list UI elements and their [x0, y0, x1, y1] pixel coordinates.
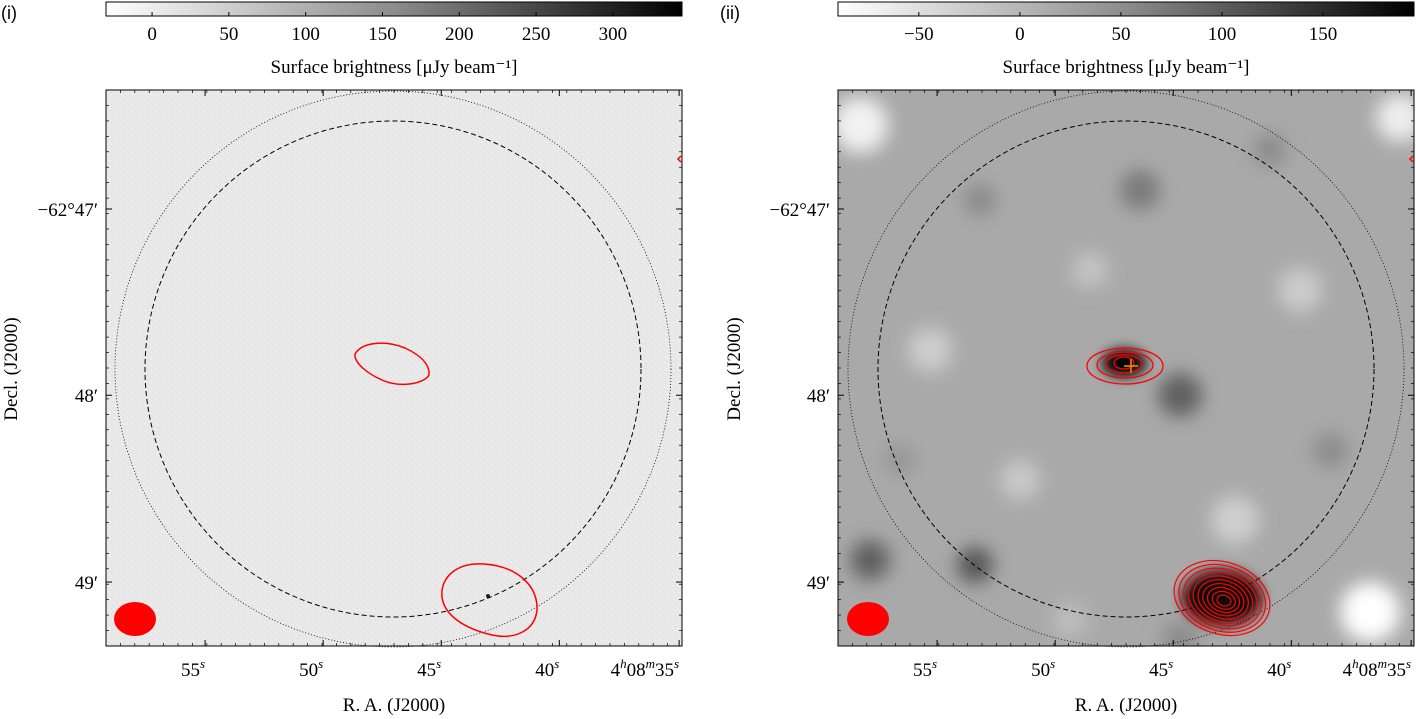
beam-ellipse-ii	[847, 602, 889, 636]
contour-edge-i	[676, 155, 682, 163]
colorbar-label-ii: Surface brightness [μJy beam⁻¹]	[1003, 57, 1250, 78]
colorbar-ticks-i: 0 50 100 150 200 250 300	[147, 12, 627, 45]
axis-ticks-ii: 55s 50s 45s 40s 4h08m35s −62°47′ 48′ 49′	[770, 89, 1414, 681]
y-axis-label-i: Decl. (J2000)	[1, 317, 22, 420]
colorbar-tick-label: 0	[1015, 24, 1025, 45]
panel-label-i: (i)	[1, 3, 17, 23]
x-tick-label: 50s	[299, 656, 323, 681]
contour-level	[1202, 582, 1245, 617]
contour-level	[1206, 586, 1241, 614]
contour-lower-right-i	[441, 563, 538, 637]
colorbar-label-i: Surface brightness [μJy beam⁻¹]	[271, 57, 518, 78]
panel-ii: (ii) −50 0 50 100 150 Surface brightness [μJ…	[720, 1, 1415, 716]
y-tick-label: 49′	[807, 573, 830, 594]
x-tick-label: 4h08m35s	[611, 656, 679, 681]
contour-level	[1216, 594, 1232, 607]
y-tick-label: 49′	[75, 573, 98, 594]
x-tick-label: 4h08m35s	[1343, 656, 1411, 681]
panel-i: (i) 0 50 100 150 200 250 300 Surface brightnes…	[1, 1, 683, 716]
contour-level	[1192, 575, 1254, 623]
colorbar-tick-label: 250	[522, 24, 551, 45]
y-axis-label-ii: Decl. (J2000)	[724, 317, 745, 420]
contour-level	[1187, 571, 1258, 627]
colorbar-ticks-ii: −50 0 50 100 150	[904, 12, 1337, 45]
outer-circle-ii	[847, 90, 1405, 648]
contours-centre-ii	[1086, 347, 1164, 385]
colorbar-tick-label: 150	[368, 24, 397, 45]
contours-lower-right-ii	[1173, 559, 1271, 637]
contour-edge-ii	[1408, 155, 1414, 163]
y-tick-label: 48′	[75, 386, 98, 407]
y-tick-label: −62°47′	[38, 200, 98, 221]
panel-label-ii: (ii)	[720, 3, 740, 23]
x-tick-label: 45s	[1149, 656, 1173, 681]
colorbar-tick-label: 150	[1309, 24, 1338, 45]
colorbar-tick-label: 50	[1111, 24, 1130, 45]
beam-ellipse-i	[114, 602, 156, 636]
colorbar-tick-label: 100	[1208, 24, 1237, 45]
marker-cross-ii	[1124, 359, 1138, 373]
inner-circle-ii	[877, 120, 1375, 618]
x-axis-label-ii: R. A. (J2000)	[1075, 695, 1177, 716]
contour-level	[1197, 579, 1249, 620]
contour-level	[1173, 559, 1271, 637]
x-tick-label: 55s	[913, 656, 937, 681]
colorbar-tick-label: 200	[445, 24, 474, 45]
image-i	[106, 90, 682, 646]
x-axis-label-i: R. A. (J2000)	[343, 695, 445, 716]
colorbar-tick-label: 300	[599, 24, 628, 45]
x-tick-label: 55s	[181, 656, 205, 681]
x-tick-label: 45s	[417, 656, 441, 681]
contour-level	[1211, 590, 1236, 610]
axis-ticks-i: 55s 50s 45s 40s 4h08m35s −62°47′ 48′ 49′	[38, 89, 682, 681]
colorbar-ii	[837, 1, 1415, 17]
contour-level	[1178, 563, 1267, 633]
x-tick-label: 40s	[1267, 656, 1291, 681]
image-ii	[838, 90, 1414, 646]
y-tick-label: 48′	[807, 386, 830, 407]
colorbar-tick-label: 100	[291, 24, 320, 45]
x-tick-label: 50s	[1031, 656, 1055, 681]
outer-circle-i	[114, 90, 672, 648]
x-tick-label: 40s	[535, 656, 559, 681]
contour-centre-i	[354, 342, 430, 386]
colorbar-tick-label: 0	[147, 24, 157, 45]
y-tick-label: −62°47′	[770, 200, 830, 221]
colorbar-tick-label: 50	[219, 24, 238, 45]
inner-circle-i	[144, 120, 642, 618]
colorbar-tick-label: −50	[904, 24, 934, 45]
colorbar-i	[105, 1, 683, 17]
contour-level	[1183, 567, 1262, 630]
